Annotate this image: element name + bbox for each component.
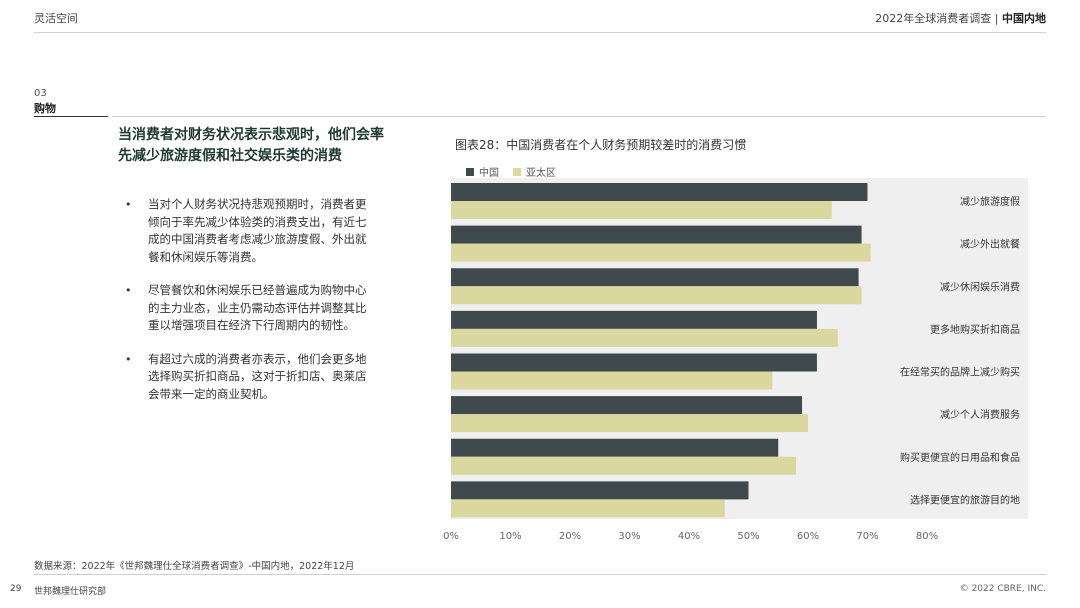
bar-apac [451, 243, 871, 262]
category-label: 减少旅游度假 [960, 195, 1020, 208]
bar-china [451, 353, 817, 372]
section-title: 购物 [34, 102, 56, 115]
category-label: 在经常买的品牌上减少购买 [900, 366, 1020, 379]
legend-item-apac: 亚太区 [513, 164, 556, 179]
bar-china [451, 268, 859, 287]
legend-item-china: 中国 [466, 164, 499, 179]
bullet-text: 有超过六成的消费者亦表示，他们会更多地选择购买折扣商品，这对于折扣店、奥莱店会带… [148, 351, 367, 401]
bullet-item: • 尽管餐饮和休闲娱乐已经普遍成为购物中心的主力业态，业主仍需动态评估并调整其比重… [125, 282, 375, 335]
page-number: 29 [10, 584, 22, 594]
bar-china [451, 481, 749, 500]
category-label: 购买更便宜的日用品和食品 [900, 451, 1020, 464]
header-report-title: 2022年全球消费者调查 | 中国内地 [875, 10, 1046, 26]
x-tick-label: 30% [618, 531, 640, 542]
bar-china [451, 225, 862, 244]
legend-swatch-apac [513, 167, 521, 176]
headline: 当消费者对财务状况表示悲观时，他们会率先减少旅游度假和社交娱乐类的消费 [118, 127, 384, 164]
legend-swatch-china [466, 167, 474, 176]
x-tick-label: 80% [916, 531, 938, 542]
category-label: 更多地购买折扣商品 [930, 323, 1020, 336]
bullet-text: 当对个人财务状况持悲观预期时，消费者更倾向于率先减少体验类的消费支出，有近七成的… [148, 197, 367, 264]
legend-label-apac: 亚太区 [526, 168, 556, 179]
category-label: 减少休闲娱乐消费 [940, 280, 1020, 293]
bar-apac [451, 286, 862, 305]
header-report-name: 2022年全球消费者调查 | [875, 12, 1002, 25]
category-label: 减少个人消费服务 [940, 408, 1020, 421]
legend-label-china: 中国 [479, 168, 499, 179]
x-tick-label: 50% [737, 531, 759, 542]
bar-chart: 减少旅游度假减少外出就餐减少休闲娱乐消费更多地购买折扣商品在经常买的品牌上减少购… [443, 178, 1028, 542]
bullet-marker: • [125, 352, 132, 366]
footer-divider [34, 574, 1046, 575]
bar-apac [451, 371, 773, 390]
footer-copyright: © 2022 CBRE, INC. [959, 584, 1046, 594]
section-divider [112, 116, 1046, 117]
footer-org: 世邦魏理仕研究部 [34, 587, 107, 597]
header-section-label: 灵活空间 [34, 12, 78, 25]
bullet-marker: • [125, 284, 132, 297]
x-tick-label: 40% [678, 531, 700, 542]
bar-china [451, 183, 868, 201]
chart-legend: 中国 亚太区 [466, 164, 556, 179]
bullet-item: • 当对个人财务状况持悲观预期时，消费者更倾向于率先减少体验类的消费支出，有近七成… [125, 196, 375, 266]
data-source-note: 数据来源：2022年《世邦魏理仕全球消费者调查》-中国内地，2022年12月 [34, 561, 355, 572]
chart-title: 图表28：中国消费者在个人财务预期较差时的消费习惯 [455, 138, 747, 152]
bullet-text: 尽管餐饮和休闲娱乐已经普遍成为购物中心的主力业态，业主仍需动态评估并调整其比重以… [148, 283, 367, 332]
bar-apac [451, 414, 808, 433]
bullet-marker: • [125, 198, 132, 211]
bar-apac [451, 201, 832, 219]
bullet-item: • 有超过六成的消费者亦表示，他们会更多地选择购买折扣商品，这对于折扣店、奥莱店会… [125, 351, 375, 404]
x-tick-label: 70% [856, 531, 878, 542]
bar-china [451, 396, 803, 415]
section-underline [34, 116, 108, 117]
bar-china [451, 438, 779, 457]
bullet-list: • 当对个人财务状况持悲观预期时，消费者更倾向于率先减少体验类的消费支出，有近七成… [125, 196, 375, 419]
header-region: 中国内地 [1002, 12, 1046, 25]
header-divider [34, 32, 1046, 33]
bar-apac [451, 499, 725, 518]
bar-apac [451, 328, 838, 347]
x-tick-label: 20% [559, 531, 581, 542]
x-tick-label: 0% [443, 531, 459, 542]
x-tick-label: 10% [499, 531, 521, 542]
bar-china [451, 310, 817, 329]
category-label: 减少外出就餐 [960, 238, 1020, 251]
category-label: 选择更便宜的旅游目的地 [910, 493, 1020, 506]
section-number: 03 [34, 88, 47, 99]
bar-apac [451, 456, 797, 475]
x-tick-label: 60% [797, 531, 819, 542]
